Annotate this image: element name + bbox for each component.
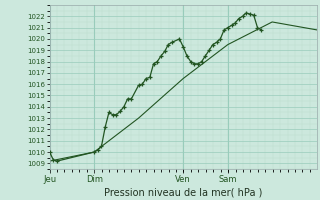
X-axis label: Pression niveau de la mer( hPa ): Pression niveau de la mer( hPa ) bbox=[104, 188, 262, 198]
